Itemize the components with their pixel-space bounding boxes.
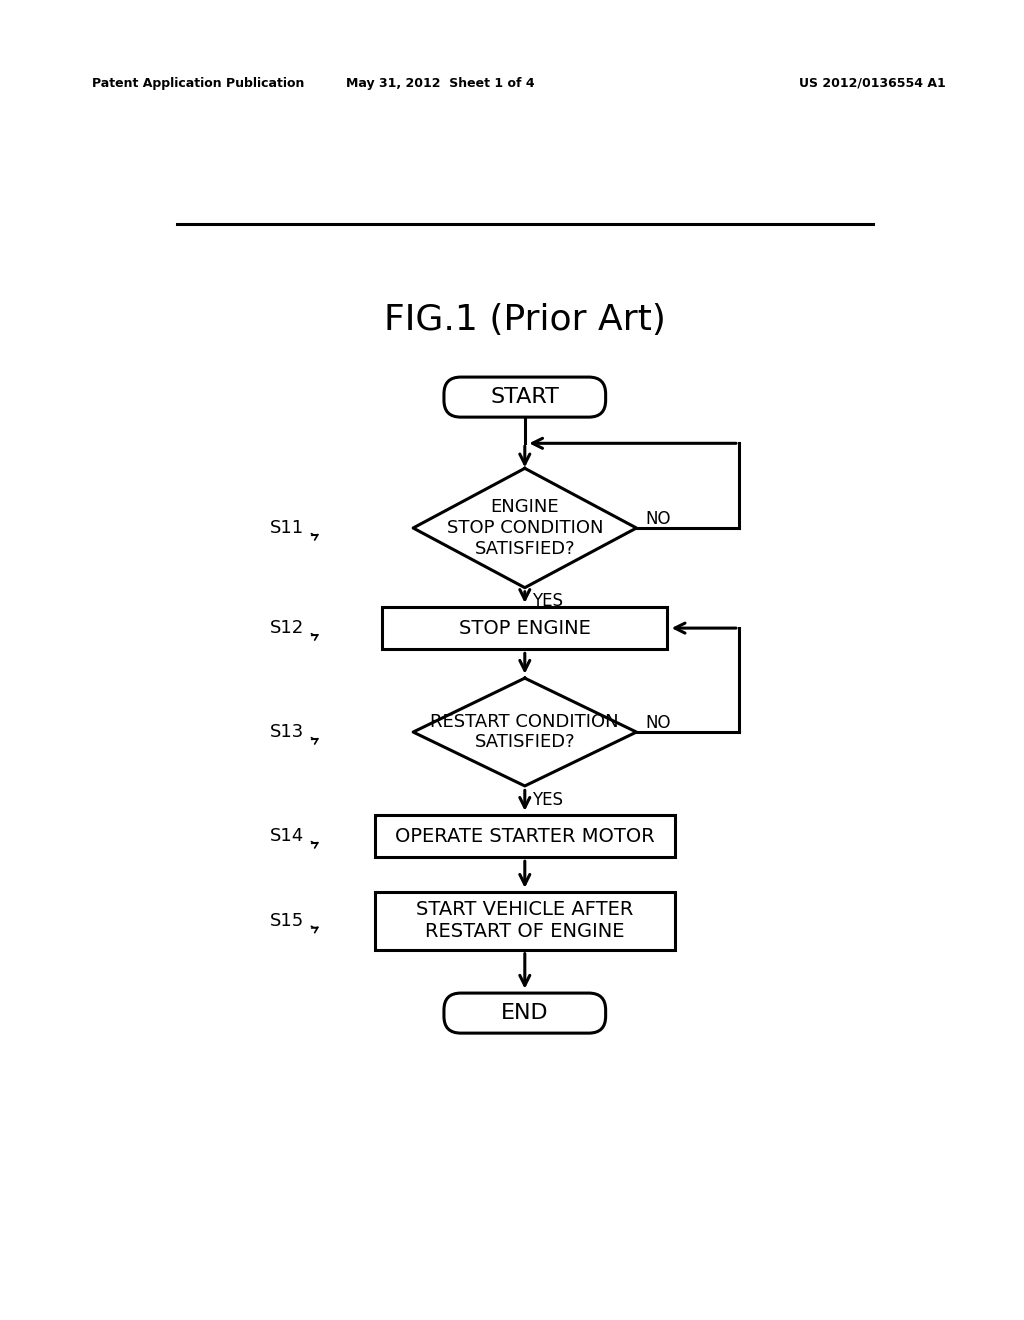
Text: START VEHICLE AFTER
RESTART OF ENGINE: START VEHICLE AFTER RESTART OF ENGINE — [416, 900, 634, 941]
Text: END: END — [501, 1003, 549, 1023]
Text: ENGINE
STOP CONDITION
SATISFIED?: ENGINE STOP CONDITION SATISFIED? — [446, 498, 603, 558]
Text: NO: NO — [646, 510, 671, 528]
Text: OPERATE STARTER MOTOR: OPERATE STARTER MOTOR — [395, 826, 654, 846]
FancyBboxPatch shape — [444, 378, 605, 417]
Polygon shape — [413, 469, 637, 587]
Text: S14: S14 — [269, 828, 304, 845]
Text: May 31, 2012  Sheet 1 of 4: May 31, 2012 Sheet 1 of 4 — [346, 77, 535, 90]
Text: RESTART CONDITION
SATISFIED?: RESTART CONDITION SATISFIED? — [430, 713, 620, 751]
Text: FIG.1 (Prior Art): FIG.1 (Prior Art) — [384, 304, 666, 337]
Text: YES: YES — [532, 791, 563, 809]
Text: Patent Application Publication: Patent Application Publication — [92, 77, 304, 90]
Bar — [375, 892, 675, 949]
Text: YES: YES — [532, 593, 563, 610]
FancyBboxPatch shape — [444, 993, 605, 1034]
Text: US 2012/0136554 A1: US 2012/0136554 A1 — [799, 77, 945, 90]
Text: S15: S15 — [269, 912, 304, 929]
Text: S11: S11 — [269, 519, 304, 537]
Text: NO: NO — [646, 714, 671, 731]
Text: START: START — [490, 387, 559, 407]
Bar — [375, 814, 675, 857]
Bar — [382, 607, 668, 649]
Polygon shape — [413, 678, 637, 785]
Text: S12: S12 — [269, 619, 304, 638]
Text: S13: S13 — [269, 723, 304, 741]
Text: STOP ENGINE: STOP ENGINE — [459, 619, 591, 638]
